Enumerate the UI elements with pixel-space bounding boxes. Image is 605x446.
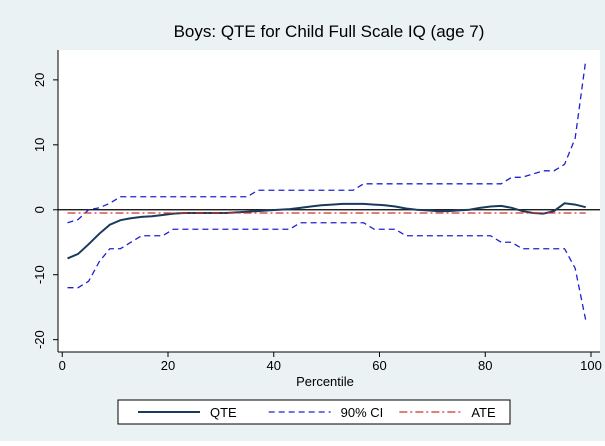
x-tick-label: 100 [580, 358, 602, 373]
y-tick-label: 10 [32, 138, 47, 152]
x-tick-label: 20 [161, 358, 175, 373]
series-line [67, 222, 587, 321]
series-line [67, 202, 586, 260]
series-line [67, 60, 587, 224]
x-tick-label: 80 [478, 358, 492, 373]
chart-title: Boys: QTE for Child Full Scale IQ (age 7… [174, 22, 485, 41]
plot-area [58, 50, 600, 352]
y-tick-label: -20 [32, 330, 47, 349]
x-tick-label: 40 [267, 358, 281, 373]
legend-label: 90% CI [341, 405, 384, 420]
legend-label: ATE [471, 405, 496, 420]
y-tick-label: -10 [32, 265, 47, 284]
legend-label: QTE [210, 405, 237, 420]
y-tick-label: 20 [32, 73, 47, 87]
x-axis-label: Percentile [296, 374, 354, 389]
y-tick-label: 0 [32, 206, 47, 213]
x-tick-label: 60 [372, 358, 386, 373]
x-tick-label: 0 [59, 358, 66, 373]
